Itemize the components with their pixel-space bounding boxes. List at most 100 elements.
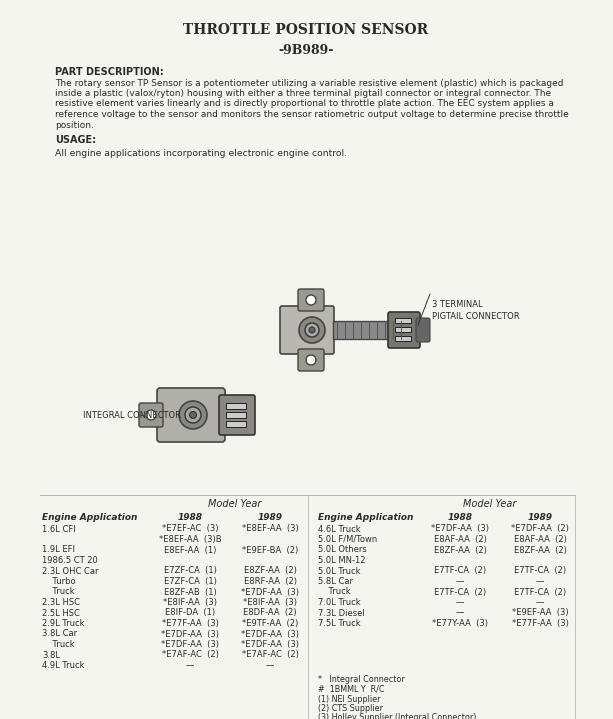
Text: *E7AF-AC  (2): *E7AF-AC (2) [162,651,218,659]
Text: 7.5L Truck: 7.5L Truck [318,619,360,628]
Text: —: — [186,661,194,670]
Circle shape [306,355,316,365]
Text: 2.9L Truck: 2.9L Truck [42,619,85,628]
Text: *E8EF-AA  (3): *E8EF-AA (3) [242,524,299,533]
Text: Engine Application: Engine Application [318,513,413,521]
Text: E8ZF-AA  (2): E8ZF-AA (2) [433,546,487,554]
Text: #  1BMML Y  R/C: # 1BMML Y R/C [318,685,384,694]
Text: *E7DF-AA  (3): *E7DF-AA (3) [161,630,219,638]
Bar [226,421,246,427]
Text: *   Integral Connector: * Integral Connector [318,675,405,684]
Text: Engine Application: Engine Application [42,513,137,521]
Text: 1986.5 CT 20: 1986.5 CT 20 [42,556,97,565]
Text: 5.0L MN-12: 5.0L MN-12 [318,556,365,565]
Text: E8IF-DA  (1): E8IF-DA (1) [165,608,215,618]
Text: 2.3L HSC: 2.3L HSC [42,598,80,607]
Circle shape [146,410,156,420]
Text: Model Year: Model Year [208,499,262,509]
Text: *E7DF-AA  (3): *E7DF-AA (3) [161,640,219,649]
FancyBboxPatch shape [298,289,324,311]
Text: (2) CTS Supplier: (2) CTS Supplier [318,704,383,713]
Text: *E9TF-AA  (2): *E9TF-AA (2) [242,619,298,628]
Circle shape [306,295,316,305]
Text: 5.0L Others: 5.0L Others [318,546,367,554]
Text: *E7DF-AA  (3): *E7DF-AA (3) [431,524,489,533]
Text: 7.3L Diesel: 7.3L Diesel [318,608,365,618]
Text: 5.0L Truck: 5.0L Truck [318,567,360,575]
FancyBboxPatch shape [139,403,163,427]
Text: 3.8L: 3.8L [42,651,60,659]
Text: (3) Holley Supplier (Integral Connector): (3) Holley Supplier (Integral Connector) [318,713,476,719]
Text: Truck: Truck [318,587,351,597]
Text: 1.6L CFI: 1.6L CFI [42,524,76,533]
Text: 1989: 1989 [528,513,552,521]
Bar [395,327,411,332]
Text: E7TF-CA  (2): E7TF-CA (2) [514,567,566,575]
Text: *E9EF-BA  (2): *E9EF-BA (2) [242,546,298,554]
Text: Truck: Truck [42,640,75,649]
Text: E7TF-CA  (2): E7TF-CA (2) [514,587,566,597]
Text: 5.0L F/M/Town: 5.0L F/M/Town [318,535,377,544]
Text: *E77Y-AA  (3): *E77Y-AA (3) [432,619,488,628]
Text: -9B989-: -9B989- [278,44,333,57]
Circle shape [305,323,319,337]
Text: resistive element varies linearly and is directly proportional to throttle plate: resistive element varies linearly and is… [55,99,554,109]
Text: *E7DF-AA  (3): *E7DF-AA (3) [241,587,299,597]
Text: E8EF-AA  (1): E8EF-AA (1) [164,546,216,554]
Text: 1989: 1989 [257,513,283,521]
Text: Truck: Truck [42,587,75,597]
FancyBboxPatch shape [280,306,334,354]
FancyBboxPatch shape [219,395,255,435]
Text: reference voltage to the sensor and monitors the sensor ratiometric output volta: reference voltage to the sensor and moni… [55,110,569,119]
Text: *E7DF-AA  (3): *E7DF-AA (3) [241,630,299,638]
Text: inside a plastic (valox/ryton) housing with either a three terminal pigtail conn: inside a plastic (valox/ryton) housing w… [55,89,551,98]
Circle shape [189,411,197,418]
Bar [226,412,246,418]
Text: —: — [456,598,464,607]
Text: *E7DF-AA  (2): *E7DF-AA (2) [511,524,569,533]
Text: position.: position. [55,121,94,129]
Text: E7TF-CA  (2): E7TF-CA (2) [434,587,486,597]
Text: Turbo: Turbo [42,577,75,586]
Bar [395,318,411,323]
Text: The rotary sensor TP Sensor is a potentiometer utilizing a variable resistive el: The rotary sensor TP Sensor is a potenti… [55,78,563,88]
Text: 5.8L Car: 5.8L Car [318,577,353,586]
Bar [333,321,390,339]
FancyBboxPatch shape [157,388,225,442]
Text: *E7DF-AA  (3): *E7DF-AA (3) [241,640,299,649]
Text: —: — [536,598,544,607]
Text: *E8IF-AA  (3): *E8IF-AA (3) [163,598,217,607]
Text: PART DESCRIPTION:: PART DESCRIPTION: [55,67,164,77]
Text: 3.8L Car: 3.8L Car [42,630,77,638]
Text: 2.3L OHC Car: 2.3L OHC Car [42,567,99,575]
Text: 1.9L EFI: 1.9L EFI [42,546,75,554]
Text: *E9EF-AA  (3): *E9EF-AA (3) [512,608,568,618]
Text: INTEGRAL CONNECTOR: INTEGRAL CONNECTOR [83,411,181,419]
Circle shape [309,327,315,333]
Text: —: — [456,577,464,586]
Bar [226,403,246,409]
Text: *E8EF-AA  (3)B: *E8EF-AA (3)B [159,535,221,544]
Text: —: — [456,608,464,618]
Text: Model Year: Model Year [463,499,517,509]
Text: E8ZF-AA  (2): E8ZF-AA (2) [243,567,297,575]
Text: 4.6L Truck: 4.6L Truck [318,524,360,533]
Text: E8ZF-AA  (2): E8ZF-AA (2) [514,546,566,554]
Circle shape [179,401,207,429]
Text: E7ZF-CA  (1): E7ZF-CA (1) [164,577,216,586]
Text: *E77F-AA  (3): *E77F-AA (3) [512,619,568,628]
Text: (1) NEl Supplier: (1) NEl Supplier [318,695,381,703]
Text: 7.0L Truck: 7.0L Truck [318,598,360,607]
Text: E8AF-AA  (2): E8AF-AA (2) [433,535,487,544]
FancyBboxPatch shape [298,349,324,371]
Text: USAGE:: USAGE: [55,135,96,145]
Text: *E8IF-AA  (3): *E8IF-AA (3) [243,598,297,607]
Text: 4.9L Truck: 4.9L Truck [42,661,85,670]
Text: *E7AF-AC  (2): *E7AF-AC (2) [242,651,299,659]
FancyBboxPatch shape [416,318,430,342]
Text: E7ZF-CA  (1): E7ZF-CA (1) [164,567,216,575]
Text: All engine applications incorporating electronic engine control.: All engine applications incorporating el… [55,149,347,157]
Text: E8DF-AA  (2): E8DF-AA (2) [243,608,297,618]
Bar [395,336,411,341]
Text: —: — [266,661,274,670]
